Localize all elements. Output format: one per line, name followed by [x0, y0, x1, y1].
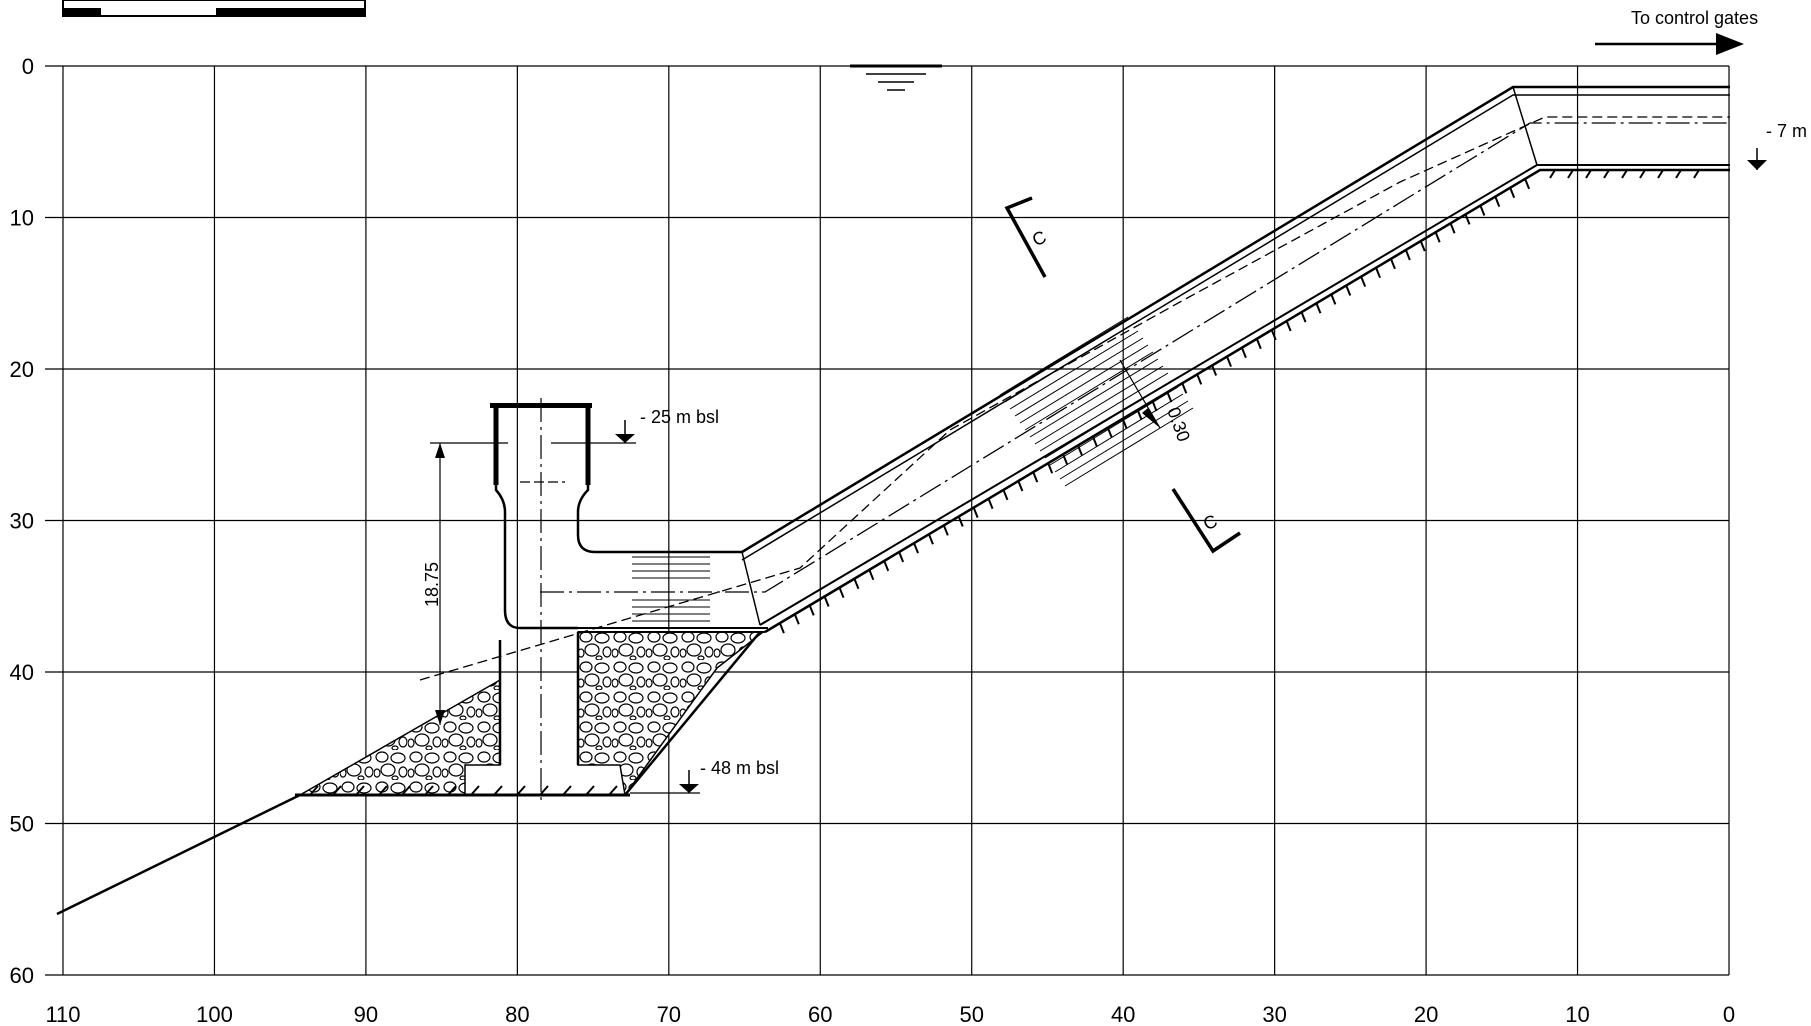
x-axis-tick-labels: 110 100 90 80 70 60 50 40 30 20 10 0 — [45, 1002, 1735, 1026]
x-tick-label: 20 — [1414, 1002, 1438, 1026]
inclined-tunnel — [420, 87, 1730, 680]
water-level-symbol — [850, 66, 942, 90]
y-tick-label: 40 — [10, 660, 34, 685]
y-axis-tick-labels: 0 10 20 30 40 50 60 — [10, 54, 34, 988]
grid — [45, 66, 1729, 975]
y-tick-label: 50 — [10, 812, 34, 837]
x-tick-label: 0 — [1723, 1002, 1735, 1026]
x-tick-label: 90 — [354, 1002, 378, 1026]
lining-hatch — [780, 170, 1699, 633]
flow-direction-label: To control gates — [1631, 8, 1758, 28]
y-tick-label: 60 — [10, 963, 34, 988]
x-tick-label: 40 — [1111, 1002, 1135, 1026]
level-label-shaft-top: - 25 m bsl — [640, 407, 719, 427]
flow-direction-arrow — [1595, 33, 1744, 55]
section-mark-upper-label: C — [1029, 227, 1049, 251]
y-tick-label: 30 — [10, 509, 34, 534]
x-tick-label: 110 — [45, 1002, 80, 1026]
x-tick-label: 30 — [1262, 1002, 1286, 1026]
scale-bar — [63, 0, 365, 16]
section-shading — [632, 317, 1193, 621]
y-tick-label: 0 — [22, 54, 34, 79]
level-marker-shaft-top — [430, 420, 636, 443]
x-tick-label: 100 — [196, 1002, 233, 1026]
x-tick-label: 10 — [1565, 1002, 1589, 1026]
x-tick-label: 50 — [959, 1002, 983, 1026]
section-mark-lower-label: C — [1200, 511, 1220, 535]
x-tick-label: 70 — [657, 1002, 681, 1026]
y-tick-label: 20 — [10, 357, 34, 382]
x-tick-label: 60 — [808, 1002, 832, 1026]
level-label-top-right: - 7 m — [1766, 121, 1807, 141]
level-marker-top-right — [1747, 148, 1767, 170]
x-tick-label: 80 — [505, 1002, 529, 1026]
level-label-bottom: - 48 m bsl — [700, 758, 779, 778]
y-tick-label: 10 — [10, 206, 34, 231]
height-dimension-label: 18.75 — [422, 562, 442, 607]
